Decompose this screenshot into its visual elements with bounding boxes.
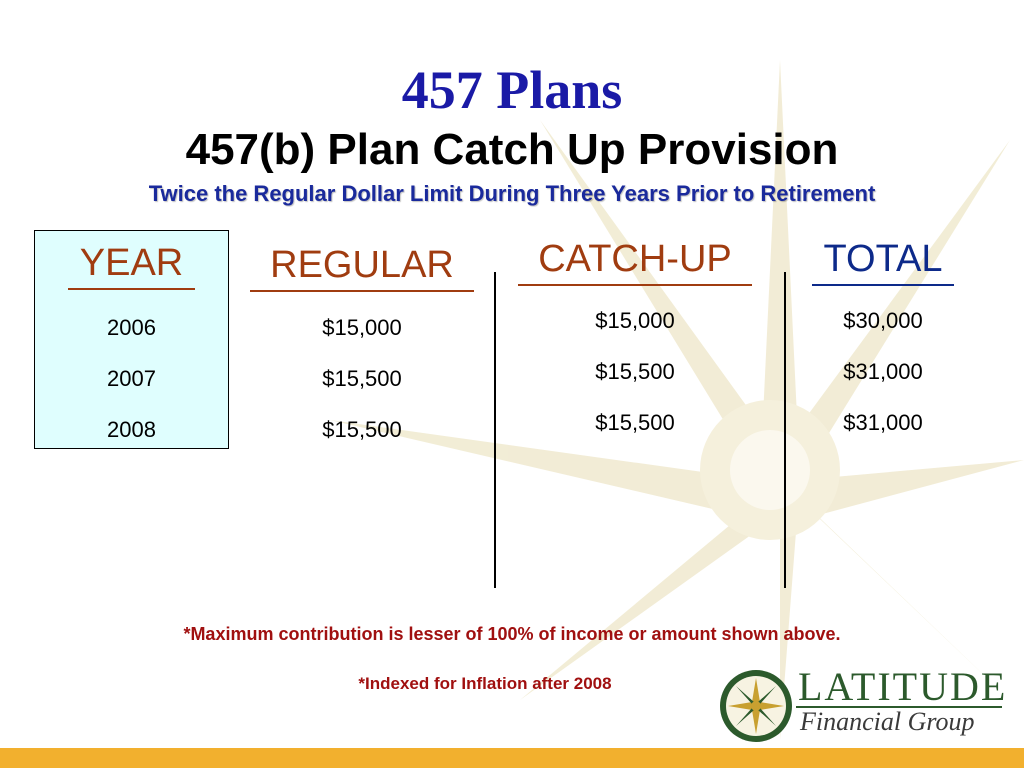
catchup-cell: $15,000 bbox=[595, 308, 675, 333]
logo-rule bbox=[796, 706, 1002, 708]
regular-header-underline bbox=[250, 290, 474, 292]
catchup-header: CATCH-UP bbox=[510, 237, 760, 286]
compass-rose-icon bbox=[720, 670, 792, 742]
total-header-underline bbox=[812, 284, 954, 286]
catchup-header-underline bbox=[518, 284, 752, 286]
regular-cell: $15,000 bbox=[322, 315, 402, 340]
total-cell: $31,000 bbox=[843, 359, 923, 384]
total-cell: $31,000 bbox=[843, 410, 923, 435]
year-header-label: YEAR bbox=[79, 242, 184, 284]
catchup-header-label: CATCH-UP bbox=[538, 238, 732, 280]
year-cell: 2008 bbox=[107, 417, 156, 442]
slide-subtitle: 457(b) Plan Catch Up Provision bbox=[185, 125, 839, 174]
catchup-cell: $15,500 bbox=[595, 410, 675, 435]
year-header-underline bbox=[68, 288, 195, 290]
total-cell: $30,000 bbox=[843, 308, 923, 333]
column-divider bbox=[784, 272, 786, 588]
max-contribution-note: *Maximum contribution is lesser of 100% … bbox=[183, 624, 841, 644]
catchup-cell: $15,500 bbox=[595, 359, 675, 384]
total-header: TOTAL bbox=[800, 237, 966, 286]
regular-header-label: REGULAR bbox=[270, 244, 454, 286]
bottom-accent-bar bbox=[0, 748, 1024, 768]
logo-name: LATITUDE bbox=[798, 664, 1008, 709]
total-header-label: TOTAL bbox=[823, 238, 943, 280]
year-cell: 2006 bbox=[107, 315, 156, 340]
year-column-box bbox=[34, 230, 229, 449]
regular-cell: $15,500 bbox=[322, 366, 402, 391]
slide-tagline: Twice the Regular Dollar Limit During Th… bbox=[148, 181, 876, 206]
slide-title: 457 Plans bbox=[401, 60, 623, 120]
regular-cell: $15,500 bbox=[322, 417, 402, 442]
inflation-note: *Indexed for Inflation after 2008 bbox=[358, 674, 612, 693]
year-header: YEAR bbox=[34, 241, 229, 290]
column-divider bbox=[494, 272, 496, 588]
year-cell: 2007 bbox=[107, 366, 156, 391]
regular-header: REGULAR bbox=[244, 243, 480, 292]
logo-tagline: Financial Group bbox=[800, 707, 975, 736]
